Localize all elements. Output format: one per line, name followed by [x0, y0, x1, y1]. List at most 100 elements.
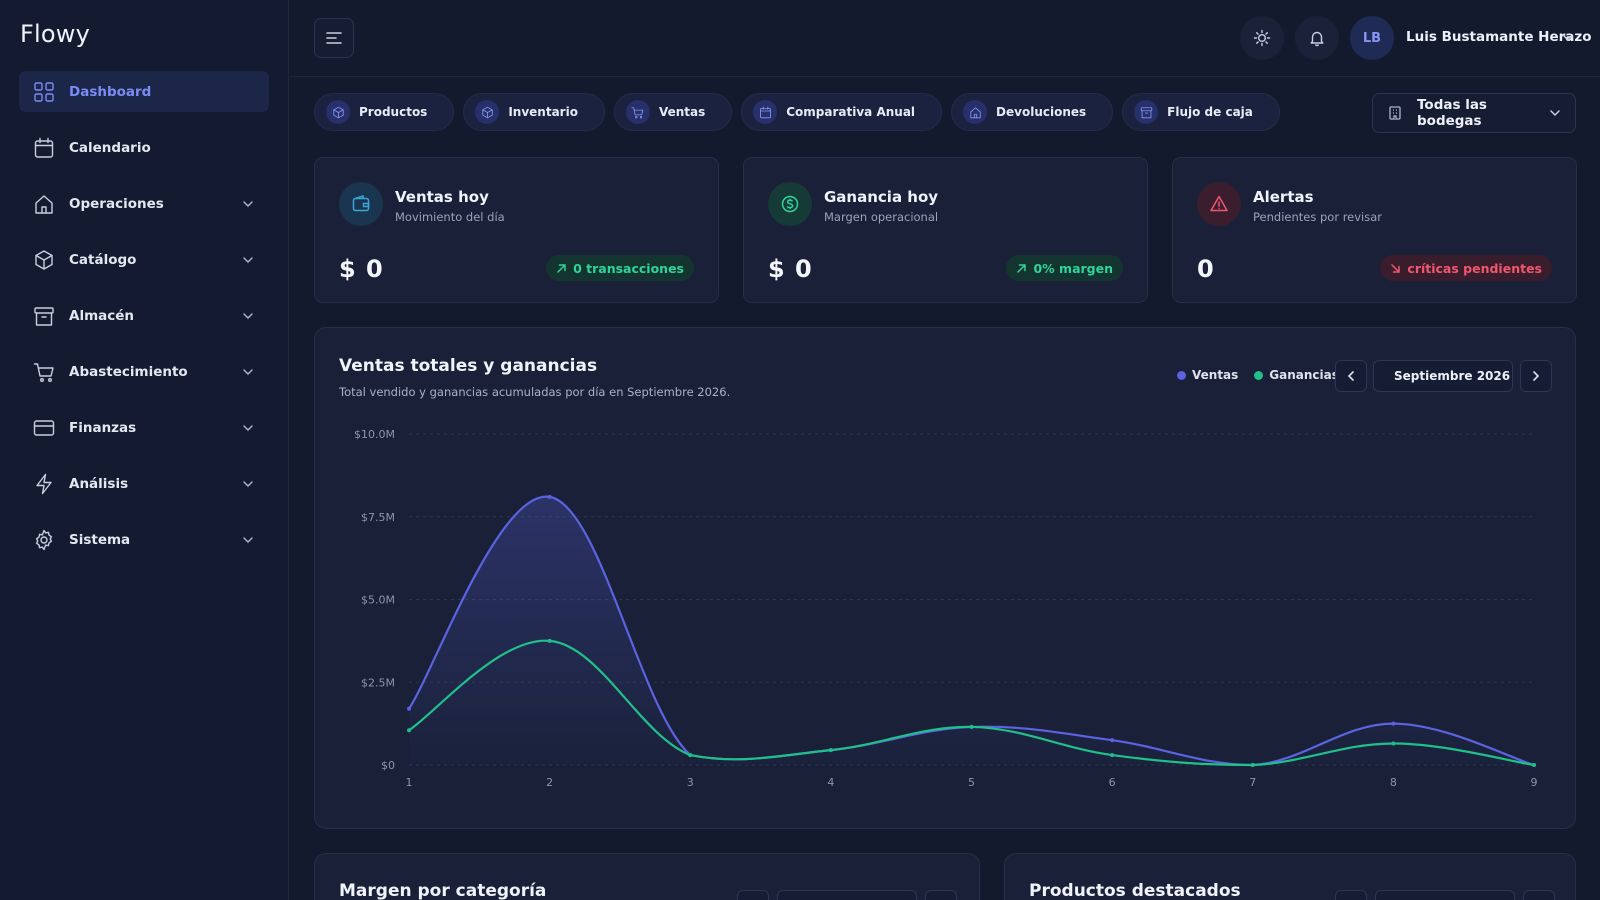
home-icon — [969, 106, 981, 118]
sidebar-item-label: Operaciones — [69, 195, 164, 212]
y-tick-label: $2.5M — [361, 676, 395, 689]
tab-inventario[interactable]: Inventario — [463, 93, 605, 131]
next-month-button[interactable] — [1523, 890, 1555, 900]
legend-swatch — [1254, 370, 1264, 380]
tab-devoluciones[interactable]: Devoluciones — [951, 93, 1114, 131]
x-tick-label: 5 — [968, 776, 975, 789]
cart-icon — [33, 362, 54, 382]
sidebar-item-label: Calendario — [69, 139, 151, 156]
legend-swatch — [1177, 370, 1186, 380]
card-icon — [33, 417, 55, 439]
legend-item-ventas[interactable]: Ventas — [1177, 368, 1238, 382]
series-line-ventas — [408, 495, 1535, 767]
sidebar-item-abastecimiento[interactable]: Abastecimiento — [19, 351, 269, 392]
prev-month-button[interactable] — [1335, 360, 1367, 392]
next-month-button[interactable] — [925, 890, 957, 900]
sidebar-item-almacen[interactable]: Almacén — [19, 295, 269, 336]
kpi-badge-label: críticas pendientes — [1407, 260, 1542, 276]
chevron-down-icon[interactable] — [1562, 32, 1574, 44]
calendar-icon — [34, 137, 54, 158]
warehouse-select-value: Todas las bodegas — [1417, 97, 1487, 129]
kpi-title: Alertas — [1253, 188, 1314, 206]
chevron-down-icon — [243, 200, 253, 207]
sidebar-item-label: Almacén — [69, 307, 135, 324]
series-line-ganancias — [408, 639, 1535, 767]
chevron-down-icon — [243, 256, 253, 263]
data-point-ventas — [1391, 721, 1396, 726]
archive-icon — [1140, 106, 1152, 118]
y-tick-label: $5.0M — [361, 594, 395, 607]
x-tick-label: 4 — [827, 776, 834, 789]
sidebar-item-finanzas[interactable]: Finanzas — [19, 407, 269, 448]
sidebar-item-operaciones[interactable]: Operaciones — [19, 183, 269, 224]
sidebar-item-calendario[interactable]: Calendario — [19, 127, 269, 168]
tab-productos[interactable]: Productos — [314, 93, 455, 131]
month-label: Septiembre 2026 — [1394, 369, 1511, 383]
building-icon — [1387, 105, 1403, 121]
avatar[interactable]: LB — [1350, 16, 1394, 60]
month-picker[interactable] — [777, 890, 917, 900]
topbar: LB Luis Bustamante Herazo — [290, 0, 1600, 77]
sun-icon — [1253, 29, 1271, 47]
data-point-ganancias — [407, 728, 411, 733]
archive-icon — [34, 306, 54, 326]
legend-item-ganancias[interactable]: Ganancias — [1254, 368, 1339, 382]
sidebar-item-analisis[interactable]: Análisis — [19, 463, 269, 504]
x-tick-label: 2 — [546, 776, 553, 789]
user-name[interactable]: Luis Bustamante Herazo — [1406, 29, 1592, 45]
brand-logo[interactable]: Flowy — [20, 20, 90, 48]
sidebar: Flowy Dashboard Calendario Operaciones Catá… — [0, 0, 289, 900]
gear-icon — [33, 529, 55, 551]
calendar-icon — [33, 137, 55, 159]
sales-profit-chart: $0 $2.5M $5.0M $7.5M $10.0M 1 2 3 4 5 6 7 8 9 — [354, 428, 1537, 789]
tab-comparativa-anual[interactable]: Comparativa Anual — [741, 93, 943, 131]
tab-ventas[interactable]: Ventas — [613, 93, 733, 131]
legend-label: Ganancias — [1269, 368, 1339, 382]
next-month-button[interactable] — [1520, 360, 1552, 392]
box-icon — [35, 249, 53, 270]
prev-month-button[interactable] — [1335, 890, 1367, 900]
sidebar-item-dashboard[interactable]: Dashboard — [19, 71, 269, 112]
month-picker[interactable] — [1375, 890, 1515, 900]
card-icon — [33, 419, 55, 436]
prev-month-button[interactable] — [737, 890, 769, 900]
box-icon — [33, 249, 55, 271]
tab-flujo-de-caja[interactable]: Flujo de caja — [1122, 93, 1280, 131]
sidebar-item-label: Dashboard — [69, 83, 152, 100]
kpi-icon — [339, 182, 383, 226]
kpi-badge: críticas pendientes — [1380, 255, 1552, 281]
panel-title: Ventas totales y ganancias — [339, 356, 598, 376]
kpi-subtitle: Pendientes por revisar — [1253, 210, 1383, 224]
data-point-ganancias — [547, 638, 552, 643]
featured-products-card: Productos destacados — [1004, 853, 1576, 900]
month-picker[interactable]: Septiembre 2026 — [1373, 360, 1513, 392]
box-icon — [482, 106, 493, 118]
data-point-ganancias — [1110, 753, 1115, 758]
data-point-ganancias — [969, 724, 974, 729]
cart-icon — [33, 361, 55, 383]
data-point-ganancias — [1391, 741, 1396, 746]
margin-by-category-card: Margen por categoría — [314, 853, 980, 900]
warehouse-select[interactable]: Todas las bodegas — [1372, 93, 1576, 133]
kpi-subtitle: Margen operacional — [824, 210, 939, 224]
sales-profit-panel: Ventas totales y ganancias Total vendido… — [314, 327, 1576, 829]
chevron-down-icon — [243, 536, 253, 543]
sidebar-item-sistema[interactable]: Sistema — [19, 519, 269, 560]
home-icon — [33, 193, 55, 215]
sidebar-item-catalogo[interactable]: Catálogo — [19, 239, 269, 280]
box-icon — [475, 100, 500, 124]
bolt-icon — [33, 473, 55, 495]
gear-icon — [35, 529, 53, 550]
grid-icon — [33, 81, 55, 103]
theme-toggle-button[interactable] — [1240, 16, 1284, 60]
data-point-ventas — [407, 706, 411, 711]
chevron-left-icon — [1347, 371, 1354, 381]
menu-toggle-button[interactable] — [314, 18, 354, 58]
arrow-down-right-icon — [1391, 263, 1401, 273]
kpi-subtitle: Movimiento del día — [395, 210, 505, 224]
y-tick-label: $7.5M — [361, 511, 395, 524]
notifications-button[interactable] — [1295, 16, 1339, 60]
data-point-ventas — [1110, 738, 1115, 743]
kpi-icon — [1197, 182, 1241, 226]
kpi-title: Ganancia hoy — [824, 188, 939, 206]
